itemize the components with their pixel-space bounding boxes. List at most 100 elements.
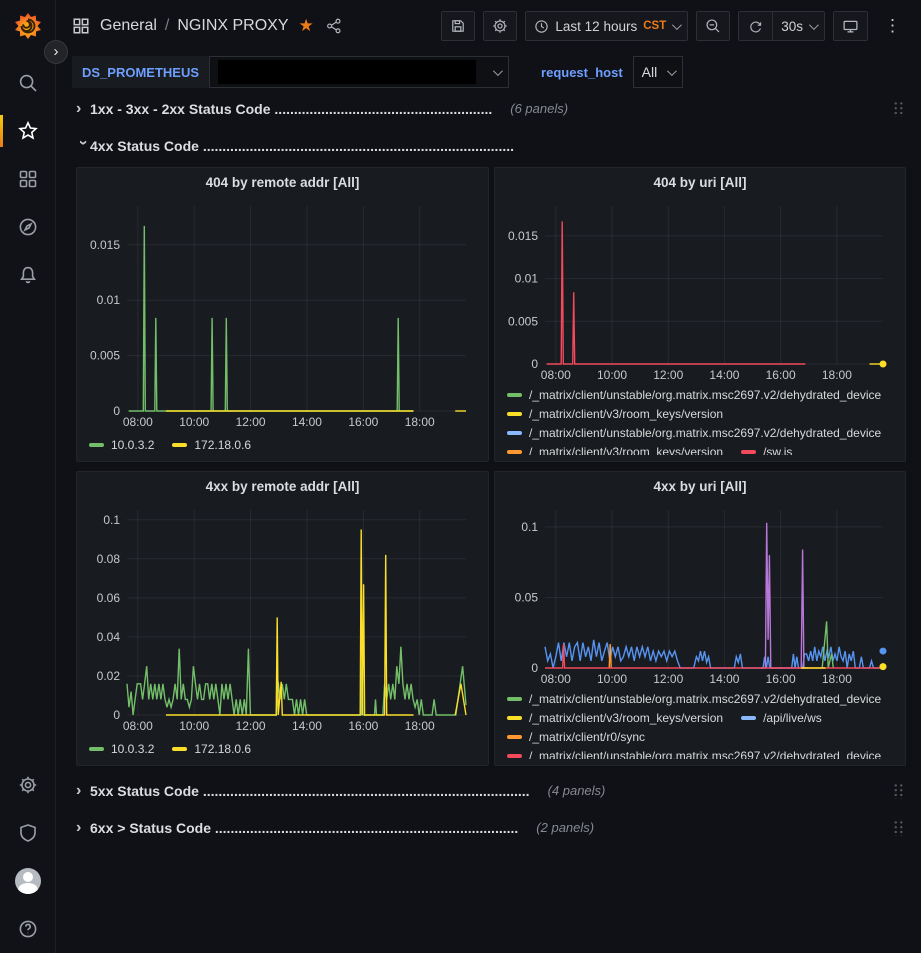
svg-text:16:00: 16:00 bbox=[348, 719, 378, 733]
svg-text:0.05: 0.05 bbox=[515, 590, 539, 604]
chevron-down-icon bbox=[672, 19, 683, 30]
sidebar-item-help[interactable] bbox=[0, 905, 56, 953]
save-icon bbox=[452, 20, 465, 32]
svg-text:16:00: 16:00 bbox=[766, 672, 796, 686]
legend-label: /_matrix/client/v3/room_keys/version bbox=[529, 407, 724, 421]
svg-text:0.015: 0.015 bbox=[90, 238, 120, 252]
sidebar-item-settings[interactable] bbox=[0, 761, 56, 809]
refresh-button[interactable] bbox=[738, 11, 773, 41]
sidebar bbox=[0, 0, 56, 953]
more-options-menu[interactable]: ⋮ bbox=[884, 16, 901, 35]
main-area: General / NGINX PROXY ★ Last 12 hours bbox=[56, 0, 921, 953]
svg-text:0.01: 0.01 bbox=[97, 293, 121, 307]
legend-item[interactable]: 172.18.0.6 bbox=[172, 739, 251, 759]
dashboard-settings-button[interactable] bbox=[483, 11, 518, 41]
sidebar-item-server-admin[interactable] bbox=[0, 809, 56, 857]
panel-title[interactable]: 404 by uri [All] bbox=[653, 175, 747, 190]
row-title: 6xx > Status Code ......................… bbox=[90, 819, 519, 836]
sidebar-item-explore[interactable] bbox=[0, 203, 56, 251]
breadcrumb-section[interactable]: General bbox=[100, 17, 157, 34]
refresh-group: 30s bbox=[738, 11, 825, 41]
chart-404-by-remote-addr[interactable]: 0.015 0.01 0.005 0 08:00 10:00 12:00 14:00 16:00… bbox=[85, 196, 480, 431]
grafana-logo-icon[interactable] bbox=[13, 11, 43, 41]
chart-legend: /_matrix/client/unstable/org.matrix.msc2… bbox=[503, 688, 897, 759]
sidebar-item-alerting[interactable] bbox=[0, 251, 56, 299]
svg-text:0.005: 0.005 bbox=[508, 314, 538, 328]
chart-legend: 10.0.3.2 172.18.0.6 bbox=[85, 431, 480, 455]
search-icon bbox=[19, 74, 37, 92]
sidebar-item-search[interactable] bbox=[0, 59, 56, 107]
row-4xx[interactable]: › 4xx Status Code ......................… bbox=[75, 131, 906, 160]
row-drag-handle[interactable] bbox=[893, 820, 904, 836]
chevron-right-icon: › bbox=[76, 781, 82, 799]
row-1xx-3xx-2xx[interactable]: › 1xx - 3xx - 2xx Status Code ..........… bbox=[76, 94, 906, 123]
row-drag-handle[interactable] bbox=[893, 783, 904, 799]
redacted-value bbox=[218, 60, 477, 84]
refresh-icon bbox=[750, 21, 762, 32]
panel-404-by-remote-addr: 404 by remote addr [All] 0.015 0.01 0.005 0… bbox=[76, 167, 489, 462]
variable-select-request-host[interactable]: All bbox=[632, 56, 683, 88]
panel-title[interactable]: 404 by remote addr [All] bbox=[205, 175, 360, 190]
legend-item[interactable]: /api/live/ws bbox=[741, 711, 822, 725]
svg-text:08:00: 08:00 bbox=[541, 368, 571, 382]
legend-label: /_matrix/client/unstable/org.matrix.msc2… bbox=[529, 692, 882, 706]
time-range-picker[interactable]: Last 12 hours CST bbox=[525, 11, 689, 41]
svg-text:10:00: 10:00 bbox=[179, 719, 209, 733]
panel-grid: 404 by remote addr [All] 0.015 0.01 0.005 0… bbox=[76, 167, 906, 766]
svg-text:0.1: 0.1 bbox=[103, 513, 120, 527]
row-drag-handle[interactable] bbox=[893, 101, 904, 117]
legend-item[interactable]: /sw.js bbox=[741, 445, 792, 455]
sidebar-item-profile[interactable] bbox=[0, 857, 56, 905]
sidebar-expand-button[interactable]: › bbox=[44, 40, 68, 64]
tv-mode-button[interactable] bbox=[833, 11, 868, 41]
refresh-interval-value: 30s bbox=[781, 18, 803, 34]
zoom-out-button[interactable] bbox=[696, 11, 731, 41]
row-panel-count: (4 panels) bbox=[547, 783, 606, 798]
refresh-interval-select[interactable]: 30s bbox=[772, 11, 825, 41]
row-6xx[interactable]: › 6xx > Status Code ....................… bbox=[76, 813, 906, 842]
variable-select-ds-prometheus[interactable] bbox=[209, 56, 510, 88]
legend-item[interactable]: /_matrix/client/unstable/org.matrix.msc2… bbox=[507, 749, 881, 759]
svg-text:10:00: 10:00 bbox=[179, 415, 209, 429]
chart-404-by-uri[interactable]: 0.015 0.01 0.005 0 08:00 10:00 12:00 14:00 16:00… bbox=[503, 196, 897, 384]
topbar-controls: Last 12 hours CST 30s bbox=[441, 11, 909, 41]
legend-item[interactable]: 172.18.0.6 bbox=[172, 435, 251, 455]
chart-4xx-by-remote-addr[interactable]: 0.1 0.08 0.06 0.04 0.02 0 08:00 10:00 12:00 14:00… bbox=[85, 500, 480, 735]
user-avatar bbox=[14, 868, 41, 894]
sidebar-item-dashboards[interactable] bbox=[0, 155, 56, 203]
legend-swatch bbox=[507, 393, 522, 397]
legend-item[interactable]: /_matrix/client/unstable/org.matrix.msc2… bbox=[507, 426, 881, 440]
svg-text:0.015: 0.015 bbox=[508, 229, 538, 243]
svg-text:14:00: 14:00 bbox=[292, 415, 322, 429]
variable-label-ds-prometheus: DS_PROMETHEUS bbox=[72, 56, 210, 88]
panel-title[interactable]: 4xx by uri [All] bbox=[653, 479, 747, 494]
legend-item[interactable]: /_matrix/client/v3/room_keys/version bbox=[507, 445, 723, 455]
row-5xx[interactable]: › 5xx Status Code ......................… bbox=[76, 776, 906, 805]
chart-4xx-by-uri[interactable]: 0.1 0.05 0 08:00 10:00 12:00 14:00 16:00 18:00 bbox=[503, 500, 897, 688]
legend-item[interactable]: /_matrix/client/v3/room_keys/version bbox=[507, 407, 723, 421]
legend-item[interactable]: 10.0.3.2 bbox=[89, 739, 154, 759]
legend-label: 172.18.0.6 bbox=[194, 438, 252, 452]
svg-text:18:00: 18:00 bbox=[405, 719, 435, 733]
legend-item[interactable]: /_matrix/client/unstable/org.matrix.msc2… bbox=[507, 388, 881, 402]
chevron-down-icon bbox=[808, 19, 819, 30]
row-panel-count: (2 panels) bbox=[536, 820, 595, 835]
gear-icon bbox=[19, 776, 36, 794]
help-icon bbox=[19, 920, 36, 938]
svg-text:0: 0 bbox=[531, 357, 538, 371]
legend-item[interactable]: /_matrix/client/v3/room_keys/version bbox=[507, 711, 723, 725]
svg-text:18:00: 18:00 bbox=[822, 672, 852, 686]
legend-item[interactable]: /_matrix/client/unstable/org.matrix.msc2… bbox=[507, 692, 881, 706]
breadcrumb-dashboard-title[interactable]: NGINX PROXY bbox=[177, 17, 289, 34]
gear-icon bbox=[493, 19, 508, 33]
panel-title[interactable]: 4xx by remote addr [All] bbox=[205, 479, 360, 494]
dashboard-grid-icon[interactable] bbox=[72, 17, 90, 35]
sidebar-item-starred[interactable] bbox=[0, 107, 56, 155]
save-dashboard-button[interactable] bbox=[441, 11, 476, 41]
share-icon[interactable] bbox=[326, 18, 342, 34]
legend-item[interactable]: 10.0.3.2 bbox=[89, 435, 154, 455]
favorite-star-icon[interactable]: ★ bbox=[298, 16, 314, 35]
legend-label: /_matrix/client/r0/sync bbox=[529, 730, 646, 744]
legend-item[interactable]: /_matrix/client/r0/sync bbox=[507, 730, 645, 744]
svg-text:08:00: 08:00 bbox=[123, 719, 153, 733]
